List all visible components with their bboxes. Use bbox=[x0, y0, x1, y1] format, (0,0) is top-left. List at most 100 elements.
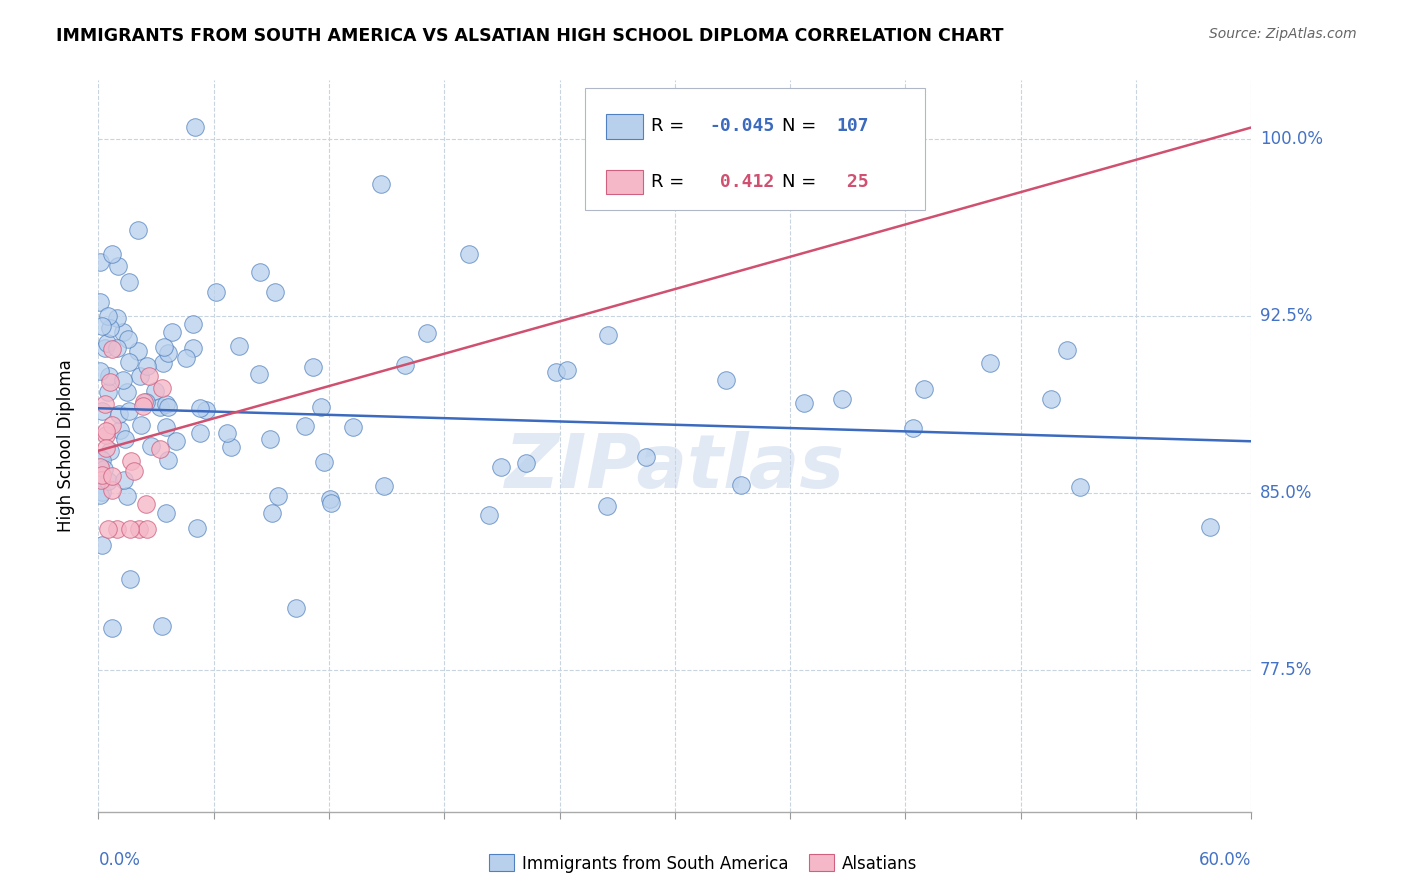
Point bbox=[267, 490, 290, 504]
Point bbox=[204, 285, 226, 300]
Point bbox=[458, 247, 481, 261]
Point bbox=[91, 404, 114, 418]
Point bbox=[143, 384, 166, 398]
Point bbox=[184, 120, 207, 135]
Point bbox=[118, 276, 141, 290]
Text: 107: 107 bbox=[837, 118, 869, 136]
Point bbox=[127, 223, 149, 237]
Point bbox=[107, 260, 129, 274]
Point bbox=[515, 456, 537, 470]
Point bbox=[152, 356, 174, 370]
Point bbox=[118, 355, 141, 369]
Point bbox=[165, 434, 187, 448]
FancyBboxPatch shape bbox=[606, 114, 643, 139]
FancyBboxPatch shape bbox=[585, 87, 925, 211]
Point bbox=[93, 461, 115, 475]
Point bbox=[228, 339, 250, 353]
Point bbox=[595, 499, 617, 513]
Point bbox=[150, 381, 173, 395]
Point bbox=[112, 325, 135, 339]
Point bbox=[793, 395, 815, 409]
Text: 100.0%: 100.0% bbox=[1260, 130, 1323, 148]
Point bbox=[97, 475, 120, 489]
Point bbox=[124, 464, 146, 478]
Point bbox=[321, 495, 343, 509]
Point bbox=[120, 572, 142, 586]
Text: 25: 25 bbox=[837, 173, 869, 191]
Point bbox=[128, 522, 150, 536]
Point bbox=[90, 474, 112, 488]
Point bbox=[90, 538, 112, 552]
Point bbox=[94, 341, 117, 355]
Point bbox=[115, 385, 138, 400]
Text: 92.5%: 92.5% bbox=[1260, 307, 1312, 326]
Point bbox=[157, 453, 180, 467]
Point bbox=[129, 417, 152, 432]
Point bbox=[111, 373, 134, 387]
Point bbox=[342, 420, 364, 434]
Point bbox=[284, 601, 307, 615]
Point bbox=[152, 340, 174, 354]
Point bbox=[89, 460, 111, 475]
Point bbox=[91, 467, 114, 482]
Point bbox=[120, 454, 142, 468]
Point bbox=[89, 364, 111, 378]
Point bbox=[89, 450, 111, 465]
Point bbox=[97, 384, 120, 399]
Point bbox=[546, 365, 568, 379]
Text: 77.5%: 77.5% bbox=[1260, 661, 1312, 679]
Point bbox=[979, 356, 1001, 370]
Point bbox=[90, 484, 112, 499]
Point bbox=[155, 507, 177, 521]
Point bbox=[901, 421, 924, 435]
Point bbox=[1199, 519, 1222, 533]
Point bbox=[94, 397, 117, 411]
Point bbox=[120, 522, 142, 536]
Point bbox=[219, 440, 242, 454]
Point bbox=[128, 368, 150, 383]
Point bbox=[831, 392, 853, 407]
Point bbox=[1040, 392, 1063, 406]
Point bbox=[195, 403, 218, 417]
Point bbox=[96, 336, 118, 351]
Point bbox=[156, 400, 179, 414]
Point bbox=[136, 522, 159, 536]
Point bbox=[478, 508, 501, 523]
Point bbox=[156, 346, 179, 360]
Point bbox=[636, 450, 658, 464]
Point bbox=[730, 478, 752, 492]
Point bbox=[114, 432, 136, 446]
Point bbox=[150, 618, 173, 632]
Point bbox=[117, 332, 139, 346]
Point bbox=[259, 432, 281, 446]
Text: 60.0%: 60.0% bbox=[1199, 851, 1251, 869]
Point bbox=[183, 317, 205, 331]
Point bbox=[309, 401, 332, 415]
Point bbox=[115, 489, 138, 503]
Text: 0.412: 0.412 bbox=[710, 173, 775, 191]
Point bbox=[127, 344, 149, 359]
Text: -0.045: -0.045 bbox=[710, 118, 775, 136]
Y-axis label: High School Diploma: High School Diploma bbox=[56, 359, 75, 533]
Point bbox=[132, 395, 155, 409]
Point bbox=[100, 468, 122, 483]
Point bbox=[1069, 480, 1091, 494]
Point bbox=[155, 397, 177, 411]
Text: N =: N = bbox=[782, 173, 817, 191]
Point bbox=[135, 359, 157, 374]
Point bbox=[155, 420, 177, 434]
Point bbox=[394, 358, 416, 372]
Point bbox=[716, 373, 738, 387]
Point bbox=[94, 424, 117, 438]
Point bbox=[557, 363, 579, 377]
Point bbox=[101, 247, 124, 261]
Point bbox=[89, 488, 111, 502]
Point bbox=[135, 395, 157, 409]
Point bbox=[107, 407, 129, 421]
Point bbox=[160, 325, 183, 339]
Point bbox=[247, 367, 270, 381]
Point bbox=[149, 400, 172, 414]
Point bbox=[186, 520, 208, 534]
Point bbox=[217, 425, 239, 440]
Point bbox=[100, 621, 122, 635]
